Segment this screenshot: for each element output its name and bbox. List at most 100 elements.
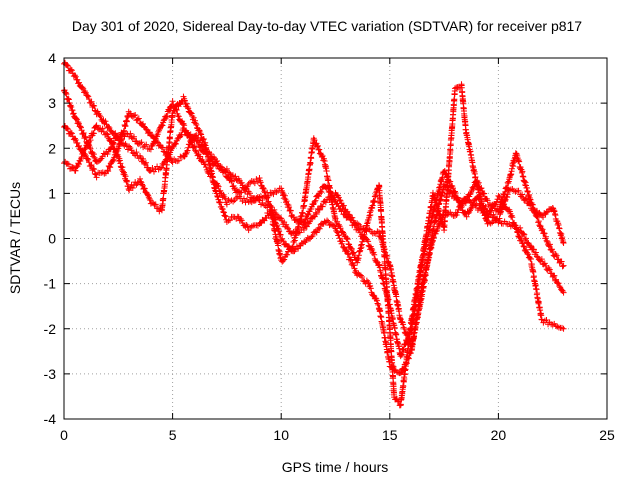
data-point [72, 167, 79, 174]
data-point [139, 120, 146, 127]
data-point [63, 125, 70, 132]
data-point [350, 250, 357, 257]
data-point [139, 181, 146, 188]
data-point [451, 189, 458, 196]
y-tick-label: 4 [48, 50, 56, 66]
data-point [90, 151, 97, 158]
data-point [156, 127, 163, 134]
data-point [330, 222, 337, 229]
data-point [529, 201, 536, 208]
data-point [407, 350, 414, 357]
data-point [133, 149, 140, 156]
data-point [533, 253, 540, 260]
data-point [371, 251, 378, 258]
data-point [181, 122, 188, 129]
data-point [430, 235, 437, 242]
data-point [530, 246, 537, 253]
data-point [281, 192, 288, 199]
data-point [496, 211, 503, 218]
data-point [478, 198, 485, 205]
data-point [284, 251, 291, 258]
data-point [85, 93, 92, 100]
data-point [161, 116, 168, 123]
data-point [535, 218, 542, 225]
data-point [228, 177, 235, 184]
data-point [139, 155, 146, 162]
data-point [70, 110, 77, 117]
data-point [535, 219, 542, 226]
data-point [527, 255, 534, 262]
data-point [230, 182, 237, 189]
data-point [400, 347, 407, 354]
data-point [336, 196, 343, 203]
data-point [182, 128, 189, 135]
series-track-d [61, 81, 567, 409]
data-point [137, 178, 144, 185]
data-point [512, 225, 519, 232]
data-point [283, 221, 290, 228]
data-point [264, 199, 271, 206]
data-point [278, 187, 285, 194]
data-point [374, 300, 381, 307]
data-point [65, 161, 72, 168]
data-point [345, 251, 352, 258]
data-point [185, 131, 192, 138]
data-point [91, 166, 98, 173]
data-point [560, 262, 567, 269]
data-point [339, 205, 346, 212]
data-point [484, 197, 491, 204]
data-point [352, 267, 359, 274]
data-point [270, 191, 277, 198]
x-axis-label: GPS time / hours [282, 459, 389, 475]
data-point [91, 170, 98, 177]
data-point [350, 249, 357, 256]
data-point [430, 234, 437, 241]
data-point [308, 233, 315, 240]
data-point [317, 188, 324, 195]
data-point [63, 62, 70, 69]
data-point [280, 238, 287, 245]
data-point [378, 208, 385, 215]
y-axis-label: SDTVAR / TECUs [7, 182, 23, 294]
data-point [159, 144, 166, 151]
data-point [226, 169, 233, 176]
data-point [126, 143, 133, 150]
data-point [84, 92, 91, 99]
y-tick-label: -1 [44, 276, 57, 292]
data-point [543, 237, 550, 244]
data-point [159, 122, 166, 129]
data-point [316, 225, 323, 232]
data-point [311, 137, 318, 144]
data-point [487, 209, 494, 216]
data-point [520, 243, 527, 250]
data-point [238, 217, 245, 224]
data-point [215, 160, 222, 167]
data-point [73, 164, 80, 171]
data-point [560, 240, 567, 247]
data-point [256, 175, 263, 182]
data-point [219, 206, 226, 213]
y-tick-label: -3 [44, 366, 57, 382]
data-point [473, 201, 480, 208]
data-point [87, 137, 94, 144]
data-point [381, 253, 388, 260]
data-point [316, 146, 323, 153]
data-point [313, 211, 320, 218]
data-point [192, 120, 199, 127]
data-point [316, 206, 323, 213]
data-point [119, 168, 126, 175]
data-point [64, 126, 71, 133]
data-point [517, 235, 524, 242]
data-point [221, 168, 228, 175]
data-point [181, 97, 188, 104]
data-point [335, 232, 342, 239]
data-point [197, 130, 204, 137]
data-point [280, 257, 287, 264]
data-point [539, 226, 546, 233]
data-point [303, 215, 310, 222]
data-point [449, 185, 456, 192]
data-point [267, 203, 274, 210]
data-point [171, 107, 178, 114]
data-point [368, 245, 375, 252]
